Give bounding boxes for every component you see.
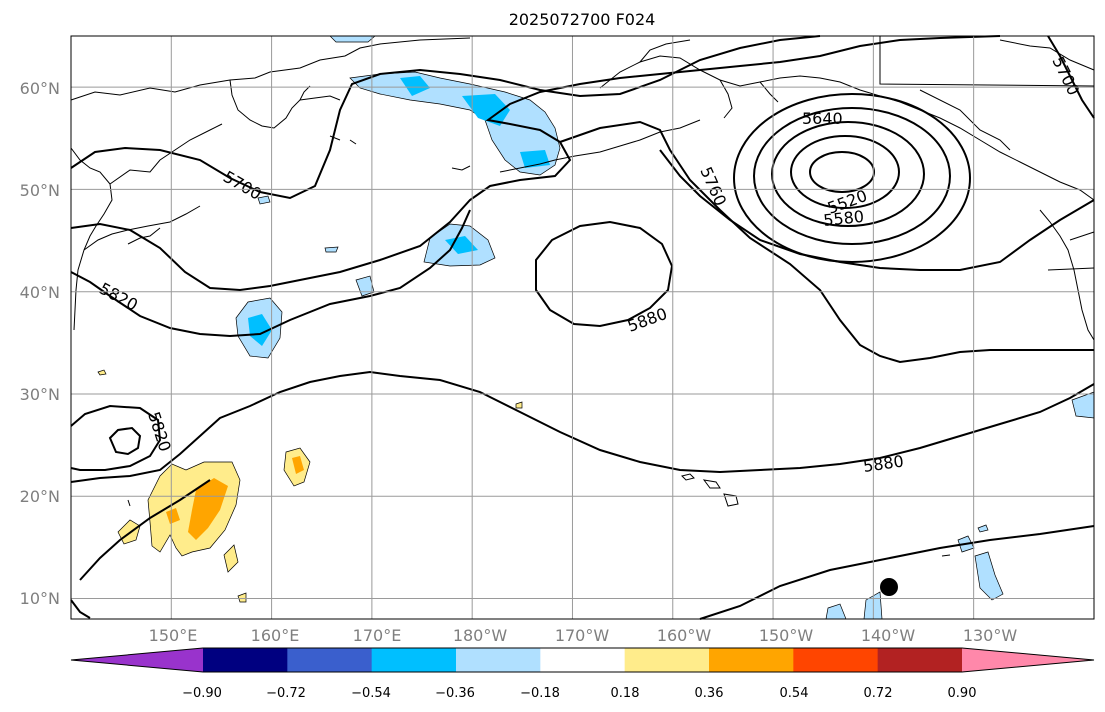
colorbar-extend-high — [962, 648, 1094, 672]
colorbar-segment — [456, 648, 541, 672]
lon-label: 160°W — [657, 626, 712, 645]
lon-label: 150°E — [149, 626, 198, 645]
colorbar-tick-label: −0.36 — [435, 686, 475, 701]
coastlines — [70, 36, 1095, 557]
lat-label: 30°N — [20, 385, 60, 404]
colorbar-segment — [793, 648, 879, 672]
colorbar-tick-labels: −0.90 −0.72 −0.54 −0.36 −0.18 0.18 0.36 … — [182, 686, 976, 701]
contour-labels: 5700 5820 5640 5760 5520 5580 5880 5820 … — [96, 53, 1083, 476]
colorbar-tick-label: 0.90 — [948, 686, 977, 701]
colorbar-segment — [287, 648, 373, 672]
storm-center-marker — [880, 578, 898, 596]
colorbar-extend-low — [71, 648, 203, 672]
lat-label: 40°N — [20, 283, 60, 302]
gridlines — [71, 36, 1094, 619]
lat-label: 60°N — [20, 79, 60, 98]
height-contours — [70, 35, 1095, 620]
lat-label: 20°N — [20, 487, 60, 506]
colorbar-tick-label: −0.54 — [351, 686, 391, 701]
colorbar-tick-label: −0.72 — [266, 686, 306, 701]
map-frame — [70, 35, 1095, 620]
lon-label: 140°W — [861, 626, 916, 645]
contour-label: 5580 — [822, 207, 864, 230]
colorbar-segment — [624, 648, 710, 672]
lat-label: 50°N — [20, 181, 60, 200]
colorbar-segment — [203, 648, 288, 672]
latitude-labels: 60°N 50°N 40°N 30°N 20°N 10°N — [20, 79, 60, 608]
colorbar-segment — [877, 648, 963, 672]
colorbar-tick-label: −0.18 — [520, 686, 560, 701]
colorbar-tick-label: −0.90 — [182, 686, 222, 701]
lon-label: 170°W — [555, 626, 610, 645]
colorbar-outline — [70, 647, 1095, 673]
lon-label: 180°W — [453, 626, 508, 645]
lon-label: 150°W — [759, 626, 814, 645]
contour-label: 5640 — [802, 109, 843, 128]
colorbar-segment — [371, 648, 457, 672]
figure-title: 2025072700 F024 — [509, 10, 656, 29]
colorbar-tick-label: 0.72 — [864, 686, 893, 701]
colorbar-tick-label: 0.54 — [780, 686, 809, 701]
colorbar-tick-label: 0.36 — [695, 686, 724, 701]
lon-label: 130°W — [963, 626, 1018, 645]
map-panel: 5700 5820 5640 5760 5520 5580 5880 5820 … — [70, 35, 1095, 620]
shading-negative — [235, 35, 1095, 620]
colorbar-segment — [709, 648, 794, 672]
colorbar-segment — [540, 648, 626, 672]
lon-label: 170°E — [353, 626, 402, 645]
lon-label: 160°E — [251, 626, 300, 645]
colorbar — [70, 647, 1095, 673]
colorbar-tick-label: 0.18 — [611, 686, 640, 701]
lat-label: 10°N — [20, 589, 60, 608]
longitude-labels: 150°E 160°E 170°E 180°W 170°W 160°W 150°… — [149, 626, 1018, 645]
